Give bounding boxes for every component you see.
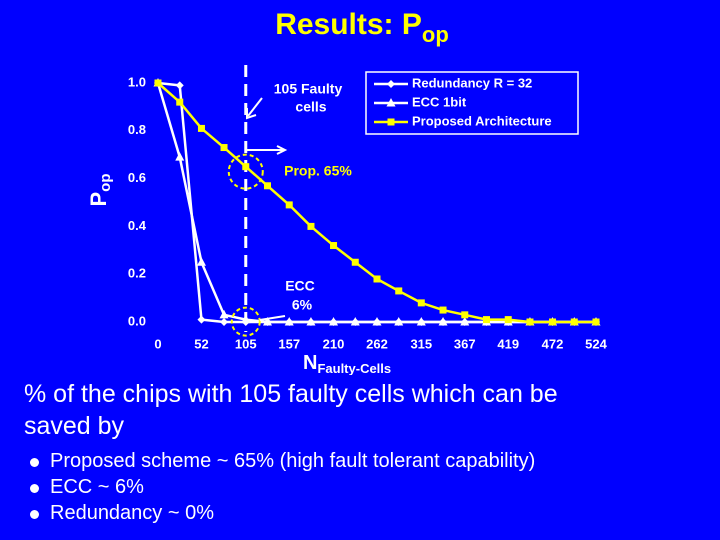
y-tick-label: 0.4 <box>128 218 147 233</box>
marker <box>263 317 272 326</box>
title-sub: op <box>422 22 449 47</box>
y-tick-label: 1.0 <box>128 74 146 89</box>
marker <box>439 306 447 314</box>
x-tick-label: 367 <box>454 336 476 351</box>
x-tick-label: 419 <box>497 336 519 351</box>
marker <box>350 317 360 326</box>
marker <box>175 81 184 90</box>
marker <box>175 152 185 161</box>
arrow-head <box>246 108 257 120</box>
legend: Redundancy R = 32 ECC 1bit Proposed Archit… <box>365 71 579 135</box>
annotation: Prop. 65% <box>284 163 352 179</box>
x-tick-label: 52 <box>194 336 208 351</box>
highlight-circle <box>230 306 261 337</box>
marker <box>242 163 250 171</box>
y-label-main: P <box>86 192 111 207</box>
marker <box>285 201 293 209</box>
marker <box>461 311 469 319</box>
marker <box>330 242 338 250</box>
marker <box>504 316 512 324</box>
marker <box>284 317 294 326</box>
marker <box>329 317 339 326</box>
marker <box>196 257 206 266</box>
marker <box>220 318 229 326</box>
heading: % of the chips with 105 faulty cells whi… <box>24 378 558 442</box>
marker <box>373 275 381 283</box>
arrow <box>247 97 263 117</box>
marker <box>460 317 470 326</box>
x-tick-label: 262 <box>366 336 388 351</box>
marker <box>417 299 425 307</box>
bullet: ECC ~ 6% <box>28 474 535 500</box>
bullet: Redundancy ~ 0% <box>28 500 535 526</box>
highlight-circle <box>227 153 264 190</box>
y-tick-label: 0.6 <box>128 170 146 185</box>
marker <box>264 182 271 190</box>
annotation: cells <box>295 99 326 115</box>
marker <box>306 317 316 326</box>
marker <box>219 309 229 319</box>
bullet-list: Proposed scheme ~ 65% (high fault tolera… <box>28 448 535 526</box>
x-tick-label: 157 <box>278 336 300 351</box>
legend-label: Proposed Architecture <box>412 113 552 128</box>
annotation: ECC <box>285 278 315 294</box>
marker <box>241 314 251 324</box>
legend-marker <box>387 80 395 88</box>
y-label-sub: op <box>97 173 114 191</box>
x-tick-label: 524 <box>585 336 607 351</box>
x-label-main: N <box>303 352 317 374</box>
x-tick-label: 105 <box>235 336 257 351</box>
heading-line: saved by <box>24 412 125 440</box>
marker <box>394 317 404 326</box>
heading-line: % of the chips with 105 faulty cells whi… <box>24 380 558 408</box>
chart: Results: Pop Pop NFaulty-Cells 0.00.20.4… <box>86 8 608 375</box>
legend-label: Redundancy R = 32 <box>412 75 532 90</box>
y-tick-label: 0.8 <box>128 122 146 137</box>
legend-label: ECC 1bit <box>412 94 467 109</box>
legend-marker <box>387 118 395 126</box>
marker <box>438 317 448 326</box>
marker <box>176 98 184 106</box>
marker <box>220 144 228 152</box>
x-tick-label: 472 <box>542 336 564 351</box>
marker <box>197 124 205 132</box>
marker <box>570 318 578 326</box>
y-axis-label: Pop <box>86 173 114 206</box>
arrow-head <box>276 145 288 155</box>
x-label-sub: Faulty-Cells <box>317 361 391 375</box>
x-tick-label: 0 <box>154 336 161 351</box>
marker <box>526 318 534 326</box>
marker <box>395 287 403 295</box>
bullet: Proposed scheme ~ 65% (high fault tolera… <box>28 448 535 474</box>
title-main: Results: P <box>275 8 422 41</box>
marker <box>416 317 426 326</box>
annotation: 105 Faulty <box>274 81 343 97</box>
marker <box>197 315 206 324</box>
chart-title: Results: Pop <box>275 8 449 47</box>
marker <box>372 317 382 326</box>
marker <box>154 79 162 87</box>
marker <box>307 222 315 230</box>
y-tick-label: 0.2 <box>128 266 146 281</box>
y-tick-label: 0.0 <box>128 313 146 328</box>
legend-marker <box>386 98 396 107</box>
annotation: 6% <box>292 297 313 313</box>
x-tick-label: 315 <box>410 336 432 351</box>
marker <box>549 318 557 326</box>
marker <box>483 316 490 324</box>
x-axis-label: NFaulty-Cells <box>303 352 391 375</box>
marker <box>592 318 600 326</box>
x-tick-label: 210 <box>323 336 345 351</box>
marker <box>351 258 359 266</box>
arrow <box>259 315 286 321</box>
